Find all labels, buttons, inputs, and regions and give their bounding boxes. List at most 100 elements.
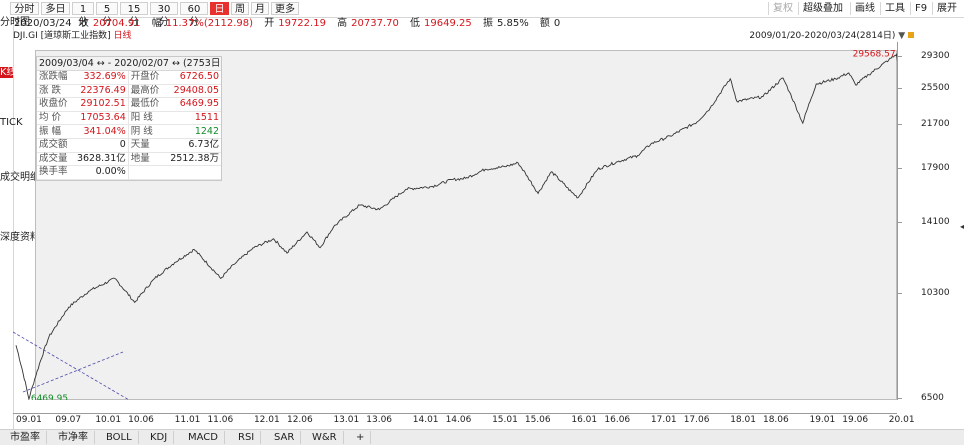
amplitude-value: 5.85%: [496, 18, 529, 29]
y-axis: 29300 25500 21700 17900 14100 10300 6500 ◀: [897, 42, 964, 403]
stats-cell: 涨 跌: [37, 84, 75, 99]
close-label: 收: [78, 18, 89, 29]
toolbar-right-button-2[interactable]: 画线: [850, 2, 879, 15]
stats-cell: 换手率: [37, 165, 75, 180]
indicator-tab-3[interactable]: KDJ: [144, 431, 175, 444]
period-button-7[interactable]: 日: [210, 2, 229, 15]
x-tick-label: 16.01: [571, 415, 598, 425]
x-tick-label: 15.06: [524, 415, 551, 425]
stats-cell: 0: [74, 138, 129, 153]
stats-header: 2009/03/04 ↔ - 2020/02/07 ↔ (2753日): [37, 57, 221, 71]
toolbar-right-button-1[interactable]: 超级叠加: [798, 2, 847, 15]
sidebar-item-0[interactable]: 分时图: [0, 17, 30, 28]
x-tick-label: 16.06: [604, 415, 631, 425]
stats-cell: 332.69%: [74, 71, 129, 85]
stats-cell: 29408.05: [168, 84, 221, 99]
indicator-tab-7[interactable]: W&R: [306, 431, 344, 444]
chart-date-range: 2009/01/20-2020/03/24(2814日) ▼: [749, 31, 914, 42]
stats-cell: 开盘价: [127, 71, 169, 85]
stats-cell: 均 价: [37, 111, 75, 126]
period-button-2[interactable]: 1分: [72, 2, 94, 28]
sidebar-item-2[interactable]: TICK: [0, 117, 23, 128]
indicator-tab-4[interactable]: MACD: [182, 431, 225, 444]
stats-cell: 6.73亿: [168, 138, 221, 153]
indicator-tab-5[interactable]: RSI: [232, 431, 262, 444]
y-tick-mark: [898, 293, 902, 295]
y-tick-label: 6500: [921, 393, 944, 403]
annotation-low: 6469.95: [31, 394, 68, 400]
period-button-0[interactable]: 分时: [10, 2, 39, 15]
sidebar-item-3[interactable]: 成交明细: [0, 172, 40, 183]
stats-row: 涨 跌 22376.49 最高价 29408.05: [37, 84, 221, 99]
annotation-high: 29568.57: [853, 49, 896, 59]
low-value: 19649.25: [424, 18, 472, 29]
change-label: 幅: [151, 18, 162, 29]
stats-cell: 1242: [168, 124, 221, 139]
high-label: 高: [337, 18, 348, 29]
x-tick-label: 19.01: [809, 415, 836, 425]
period-button-10[interactable]: 更多: [271, 2, 299, 15]
price-line: [15, 52, 897, 400]
dropdown-arrow-icon[interactable]: ▼: [898, 31, 906, 41]
period-button-4[interactable]: 15分: [120, 2, 148, 28]
x-tick-label: 10.06: [128, 415, 154, 425]
stats-row: 均 价 17053.64 阳 线 1511: [37, 111, 221, 126]
period-button-9[interactable]: 月: [251, 2, 269, 15]
period-button-5[interactable]: 30分: [150, 2, 178, 28]
toolbar-right-button-0[interactable]: 复权: [768, 2, 797, 15]
index-name: [道琼斯工业指数]: [40, 31, 111, 41]
y-tick-label: 21700: [921, 119, 950, 130]
stats-cell: 22376.49: [74, 84, 129, 99]
sidebar-item-4[interactable]: 深度资料: [0, 232, 40, 243]
period-button-8[interactable]: 周: [231, 2, 249, 15]
indicator-tab-0[interactable]: 市盈率: [4, 431, 47, 444]
stats-row: 成交量 3628.31亿 地量 2512.38万: [37, 152, 221, 167]
stats-cell: 341.04%: [74, 124, 129, 139]
y-tick-mark: [898, 398, 902, 399]
period-button-6[interactable]: 60分: [180, 2, 208, 28]
trend-line-1[interactable]: [13, 331, 153, 400]
stats-cell: 最高价: [127, 84, 169, 99]
toolbar-right-button-5[interactable]: 展开: [932, 2, 961, 15]
indicator-tab-6[interactable]: SAR: [268, 431, 302, 444]
high-value: 20737.70: [351, 18, 399, 29]
lock-icon[interactable]: [908, 32, 914, 38]
y-tick-mark: [898, 56, 902, 57]
change-value: 11.37%(2112.98): [165, 18, 254, 29]
toolbar-right-button-4[interactable]: F9: [910, 2, 931, 15]
x-tick-label: 10.01: [95, 415, 122, 425]
interval-stats-box: 2009/03/04 ↔ - 2020/02/07 ↔ (2753日) 涨跌幅 3…: [36, 56, 222, 181]
stats-cell: 3628.31亿: [74, 152, 129, 167]
y-tick-mark: [898, 167, 902, 169]
stats-cell: [168, 165, 221, 180]
trend-line-2[interactable]: [22, 351, 124, 393]
chart-date-range-text: 2009/01/20-2020/03/24(2814日): [749, 31, 896, 41]
chart-period: 日线: [113, 31, 132, 41]
y-tick-label: 10300: [921, 288, 950, 299]
index-code: DJI.GI: [13, 31, 38, 41]
stats-cell: 收盘价: [37, 97, 75, 112]
stats-cell: 2512.38万: [168, 152, 221, 167]
period-button-3[interactable]: 5分: [96, 2, 118, 28]
stats-row: 收盘价 29102.51 最低价 6469.95: [37, 97, 221, 112]
indicator-tab-1[interactable]: 市净率: [52, 431, 95, 444]
stats-cell: 6726.50: [168, 71, 221, 85]
indicator-tab-2[interactable]: BOLL: [100, 431, 139, 444]
stats-cell: 29102.51: [74, 97, 129, 112]
stats-cell: 天量: [127, 138, 169, 153]
sidebar-item-1[interactable]: K线图: [0, 67, 27, 78]
x-tick-label: 17.06: [683, 415, 710, 425]
x-tick-label: 20.01: [888, 415, 915, 425]
price-chart-svg: 29568.57 6469.95: [13, 49, 897, 400]
stats-row: 换手率 0.00%: [37, 165, 221, 180]
stats-row: 振 幅 341.04% 阴 线 1242: [37, 124, 221, 139]
x-tick-label: 09.07: [55, 415, 82, 425]
indicator-tab-8[interactable]: +: [350, 431, 372, 444]
toolbar-right-button-3[interactable]: 工具: [880, 2, 909, 15]
period-button-1[interactable]: 多日: [41, 2, 70, 15]
stats-cell: 成交量: [37, 152, 75, 167]
x-tick-label: 15.01: [492, 415, 518, 425]
y-tick-mark: [898, 222, 902, 224]
expand-arrow-icon[interactable]: ◀: [960, 222, 964, 231]
x-tick-label: 11.06: [207, 415, 234, 425]
